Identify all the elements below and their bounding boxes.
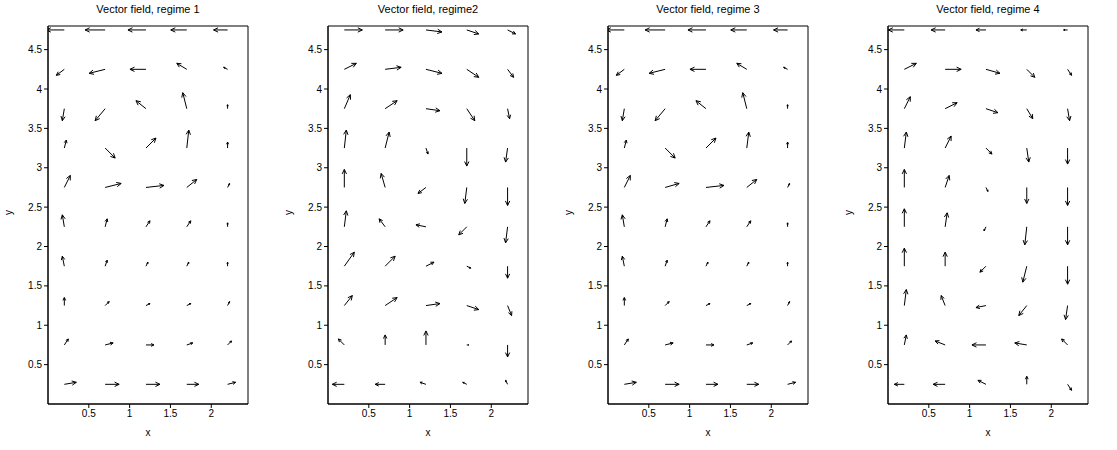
svg-text:1.5: 1.5: [443, 408, 457, 419]
svg-text:4.5: 4.5: [308, 44, 322, 55]
svg-text:2: 2: [876, 241, 882, 252]
svg-text:1: 1: [407, 408, 413, 419]
svg-text:1: 1: [967, 408, 973, 419]
svg-text:x: x: [426, 427, 431, 438]
html-text:Vector field, regime 4: Vector field, regime 4: [936, 3, 1040, 15]
svg-text:2: 2: [596, 241, 602, 252]
svg-text:2.5: 2.5: [28, 202, 42, 213]
svg-text:1: 1: [687, 408, 693, 419]
svg-text:4: 4: [36, 84, 42, 95]
svg-text:2.5: 2.5: [588, 202, 602, 213]
svg-text:x: x: [146, 427, 151, 438]
svg-text:3.5: 3.5: [28, 123, 42, 134]
svg-text:2: 2: [316, 241, 322, 252]
svg-text:3: 3: [36, 162, 42, 173]
svg-text:1.5: 1.5: [588, 280, 602, 291]
svg-text:1: 1: [596, 320, 602, 331]
html-text:Vector field, regime2: Vector field, regime2: [377, 3, 479, 15]
svg-text:2.5: 2.5: [308, 202, 322, 213]
svg-text:4: 4: [596, 84, 602, 95]
svg-text:1.5: 1.5: [308, 280, 322, 291]
svg-text:2: 2: [1048, 408, 1054, 419]
svg-text:2: 2: [208, 408, 214, 419]
svg-text:0.5: 0.5: [308, 359, 322, 370]
svg-text:2: 2: [36, 241, 42, 252]
svg-text:2.5: 2.5: [868, 202, 882, 213]
svg-text:0.5: 0.5: [642, 408, 656, 419]
svg-text:4.5: 4.5: [868, 44, 882, 55]
svg-text:1.5: 1.5: [723, 408, 737, 419]
svg-text:2: 2: [768, 408, 774, 419]
svg-text:3.5: 3.5: [308, 123, 322, 134]
svg-text:1.5: 1.5: [1003, 408, 1017, 419]
svg-text:3.5: 3.5: [868, 123, 882, 134]
svg-text:1.5: 1.5: [163, 408, 177, 419]
svg-text:1: 1: [36, 320, 42, 331]
svg-text:3.5: 3.5: [588, 123, 602, 134]
svg-text:3: 3: [876, 162, 882, 173]
svg-text:0.5: 0.5: [82, 408, 96, 419]
svg-text:4.5: 4.5: [28, 44, 42, 55]
svg-text:1: 1: [316, 320, 322, 331]
svg-text:1: 1: [127, 408, 133, 419]
svg-text:0.5: 0.5: [588, 359, 602, 370]
svg-text:y: y: [3, 210, 14, 215]
svg-text:0.5: 0.5: [922, 408, 936, 419]
svg-text:x: x: [706, 427, 711, 438]
svg-text:x: x: [986, 427, 991, 438]
svg-text:4.5: 4.5: [588, 44, 602, 55]
svg-text:0.5: 0.5: [362, 408, 376, 419]
svg-text:1.5: 1.5: [28, 280, 42, 291]
svg-text:4: 4: [876, 84, 882, 95]
svg-text:4: 4: [316, 84, 322, 95]
svg-text:y: y: [283, 210, 294, 215]
svg-text:2: 2: [488, 408, 494, 419]
svg-text:y: y: [563, 210, 574, 215]
svg-text:1.5: 1.5: [868, 280, 882, 291]
svg-text:0.5: 0.5: [28, 359, 42, 370]
svg-text:1: 1: [876, 320, 882, 331]
html-text:Vector field, regime 1: Vector field, regime 1: [96, 3, 200, 15]
svg-text:0.5: 0.5: [868, 359, 882, 370]
svg-text:3: 3: [596, 162, 602, 173]
svg-text:y: y: [843, 210, 854, 215]
html-text:Vector field, regime 3: Vector field, regime 3: [656, 3, 760, 15]
svg-text:3: 3: [316, 162, 322, 173]
